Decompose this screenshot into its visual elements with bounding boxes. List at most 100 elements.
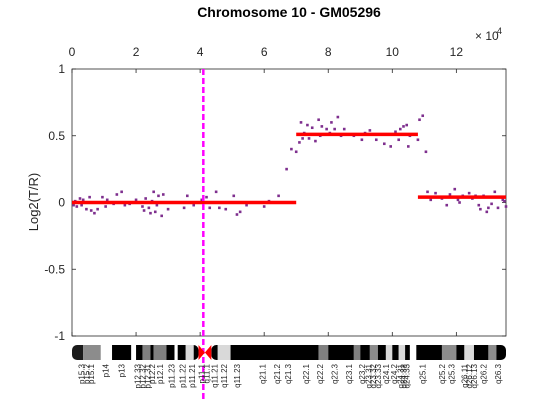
band-label: q24.32 xyxy=(400,363,409,388)
data-point xyxy=(141,205,144,208)
data-point xyxy=(245,203,248,207)
data-point xyxy=(374,138,378,142)
ideogram-band xyxy=(217,345,231,360)
data-point xyxy=(402,125,405,128)
ideogram-band xyxy=(369,345,378,360)
band-label: p11.22 xyxy=(179,363,188,387)
data-point xyxy=(192,203,196,207)
data-point xyxy=(389,145,392,148)
data-point xyxy=(448,193,452,196)
data-point xyxy=(235,213,239,216)
ideogram-band xyxy=(166,345,175,360)
band-label: q24.1 xyxy=(382,363,391,384)
data-point xyxy=(238,210,242,214)
data-point xyxy=(294,150,298,154)
data-point xyxy=(224,207,228,211)
band-label: p13 xyxy=(118,363,127,377)
y-tick-label: -1 xyxy=(54,329,65,343)
data-point xyxy=(477,203,481,207)
data-point xyxy=(134,198,138,202)
data-point xyxy=(405,123,409,127)
data-point xyxy=(72,203,75,207)
data-point xyxy=(399,127,402,131)
band-label: q23.2 xyxy=(358,363,367,384)
data-point xyxy=(467,191,471,195)
data-point xyxy=(208,206,212,210)
data-point xyxy=(424,150,428,154)
band-label: q23.1 xyxy=(345,363,354,384)
band-label: p12.2 xyxy=(148,363,157,384)
data-point xyxy=(503,199,506,203)
centromere-right xyxy=(204,345,212,360)
x-tick-label: 6 xyxy=(261,45,268,59)
band-label: q26.12 xyxy=(465,363,474,388)
ideogram-bands xyxy=(72,345,506,360)
band-label: p11.1 xyxy=(198,363,207,383)
ideogram-band xyxy=(328,345,354,360)
data-point xyxy=(200,198,204,202)
band-label: q25.1 xyxy=(419,363,428,384)
band-label: p11.23 xyxy=(167,363,176,387)
x-tick-label: 12 xyxy=(450,45,464,59)
x-exponent-base: × 10 xyxy=(475,29,499,43)
data-point xyxy=(301,137,304,140)
ideogram-band xyxy=(136,345,143,360)
ideogram-band xyxy=(211,345,218,360)
ideogram-band xyxy=(360,345,370,360)
data-point xyxy=(104,205,107,208)
band-label: q11.21 xyxy=(211,363,220,387)
band-label: q25.3 xyxy=(448,363,457,384)
band-label: q24.31 xyxy=(396,363,405,388)
ideogram-band xyxy=(377,345,386,360)
band-label: q26.13 xyxy=(470,363,479,388)
data-point xyxy=(214,190,218,194)
ideogram-band xyxy=(142,345,151,360)
y-tick-label: -0.5 xyxy=(44,262,65,276)
data-point xyxy=(205,195,208,199)
data-point xyxy=(290,147,293,151)
band-label: q11.1 xyxy=(203,363,212,383)
data-point xyxy=(504,205,508,208)
ideogram-band xyxy=(100,345,113,360)
ideogram-band xyxy=(153,345,167,360)
ideogram-band xyxy=(473,345,489,360)
ideogram-band xyxy=(230,345,319,360)
ideogram-band xyxy=(72,345,84,360)
ideogram-band xyxy=(456,345,465,360)
data-point xyxy=(88,195,91,199)
ideogram-band xyxy=(193,345,199,360)
band-label: q26.3 xyxy=(494,363,503,384)
chart-title: Chromosome 10 - GM05296 xyxy=(197,4,381,20)
data-point xyxy=(298,141,301,144)
band-label: q11.23 xyxy=(233,363,242,387)
band-label: p15.2 xyxy=(82,363,91,384)
ideogram-band xyxy=(112,345,132,360)
y-axis-label: Log2(T/R) xyxy=(26,173,41,232)
band-label: q11.22 xyxy=(220,363,229,387)
band-label: q23.32 xyxy=(369,363,378,388)
ideogram-band xyxy=(385,345,393,360)
data-point xyxy=(120,190,123,194)
data-point xyxy=(115,193,119,196)
data-point xyxy=(285,167,288,171)
data-point xyxy=(490,202,493,206)
data-point xyxy=(310,126,314,130)
x-tick-label: 8 xyxy=(325,45,332,59)
band-label: q24.33 xyxy=(403,363,412,388)
data-point xyxy=(105,198,109,202)
x-tick-label: 0 xyxy=(69,45,76,59)
ideogram-band xyxy=(416,345,442,360)
data-point xyxy=(299,121,303,124)
ideogram-band xyxy=(488,345,497,360)
centromere-left xyxy=(198,345,205,360)
data-point xyxy=(80,203,83,207)
ideogram-band xyxy=(398,345,406,360)
ideogram-band xyxy=(405,345,410,360)
band-label: p12.32 xyxy=(138,363,147,388)
data-point xyxy=(101,195,104,199)
data-point xyxy=(382,142,386,146)
data-point xyxy=(479,207,482,211)
ideogram-band xyxy=(441,345,457,360)
band-label: p12.33 xyxy=(134,363,143,388)
